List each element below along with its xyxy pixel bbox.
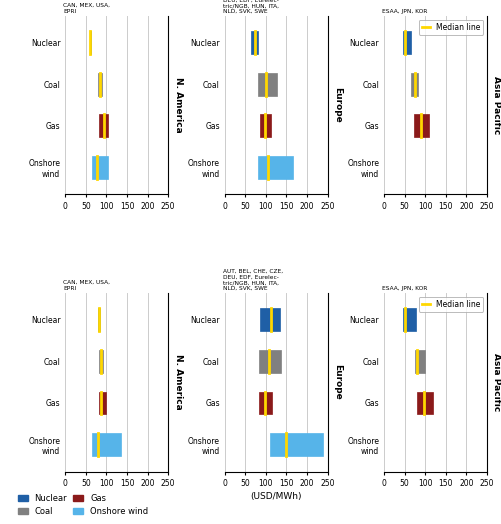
Text: CAN, MEX, USA,
EPRI: CAN, MEX, USA, EPRI <box>63 3 110 14</box>
Text: AUT, BEL, CHE, CZE,
DEU, EDF, Eurelec-
tric/NGB, HUN, ITA,
NLD, SVK, SWE: AUT, BEL, CHE, CZE, DEU, EDF, Eurelec- t… <box>222 269 282 291</box>
Bar <box>92 156 108 179</box>
Bar <box>259 350 280 373</box>
Text: AUT, BEL, CHE, CZE,
DEU, EDF, Eurelec-
tric/NGB, HUN, ITA,
NLD, SVK, SWE: AUT, BEL, CHE, CZE, DEU, EDF, Eurelec- t… <box>222 0 282 14</box>
Bar <box>413 114 428 137</box>
Bar <box>416 391 432 414</box>
Bar <box>99 114 107 137</box>
Bar <box>410 73 417 96</box>
Bar <box>259 309 280 331</box>
Y-axis label: Europe: Europe <box>333 87 341 123</box>
Legend: Nuclear, Coal, Gas, Onshore wind: Nuclear, Coal, Gas, Onshore wind <box>14 490 151 519</box>
Bar <box>90 31 91 54</box>
Bar <box>92 433 121 456</box>
Y-axis label: Asia Pacific: Asia Pacific <box>491 76 500 134</box>
Bar <box>250 31 257 54</box>
Text: CAN, MEX, USA,
EPRI: CAN, MEX, USA, EPRI <box>63 280 110 291</box>
Legend: Median line: Median line <box>418 19 482 35</box>
Bar <box>257 156 292 179</box>
Bar <box>98 309 100 331</box>
Bar <box>98 73 102 96</box>
X-axis label: (USD/MWh): (USD/MWh) <box>250 493 301 501</box>
Bar <box>259 114 270 137</box>
Bar <box>99 350 103 373</box>
Y-axis label: Asia Pacific: Asia Pacific <box>491 353 500 411</box>
Bar <box>402 309 415 331</box>
Bar <box>259 391 272 414</box>
Y-axis label: Europe: Europe <box>333 364 341 400</box>
Y-axis label: N. America: N. America <box>173 354 182 410</box>
Bar <box>99 391 106 414</box>
Y-axis label: N. America: N. America <box>173 77 182 133</box>
Text: ESAA, JPN, KOR: ESAA, JPN, KOR <box>381 9 426 14</box>
Bar <box>270 433 323 456</box>
Text: ESAA, JPN, KOR: ESAA, JPN, KOR <box>381 286 426 291</box>
Bar <box>257 73 276 96</box>
Legend: Median line: Median line <box>418 297 482 312</box>
Bar <box>402 31 410 54</box>
Bar <box>414 350 424 373</box>
